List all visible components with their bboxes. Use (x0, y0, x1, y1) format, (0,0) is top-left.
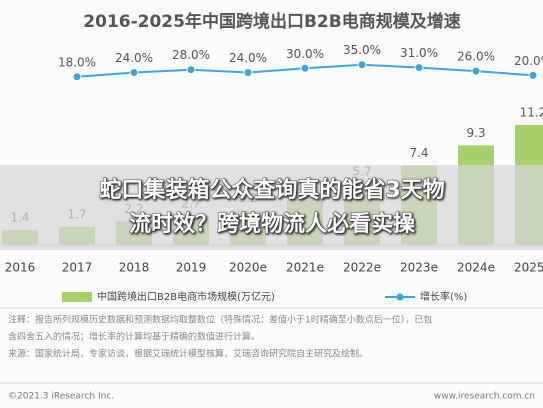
note: 含四舍五入的情况；增长率的计算均基于精确的数值进行计算。 (8, 331, 260, 343)
growth-point (186, 65, 196, 75)
growth-value-label: 26.0% (457, 50, 495, 64)
note: 注释：报告所列规模历史数据和预测数据均取整数位（特殊情况：差值小于1时精确至小数… (8, 314, 432, 326)
growth-value-label: 24.0% (115, 51, 153, 65)
growth-point (300, 63, 310, 73)
growth-value-label: 28.0% (172, 48, 210, 62)
growth-point (357, 60, 367, 70)
legend-swatch (62, 292, 92, 302)
growth-value-label: 31.0% (400, 46, 438, 60)
overlay-band (0, 165, 543, 250)
website: www.iresearch.com.cn (434, 392, 535, 402)
chart-title: 2016-2025年中国跨境出口B2B电商规模及增速 (83, 11, 460, 32)
growth-value-label: 18.0% (58, 55, 96, 69)
growth-value-label: 30.0% (286, 47, 324, 61)
bar-value-label: 7.4 (409, 146, 428, 160)
growth-value-label: 24.0% (229, 51, 267, 65)
x-tick-label: 2020e (229, 261, 267, 275)
copyright: ©2021.3 iResearch Inc. (8, 392, 114, 402)
legend-label: 中国跨境出口B2B电商市场规模(万亿元) (97, 290, 275, 303)
x-tick-label: 2024e (457, 261, 495, 275)
x-tick-label: 2025e (514, 261, 543, 275)
growth-value-label: 20.0% (514, 54, 543, 68)
x-tick-label: 2022e (343, 261, 381, 275)
bar-value-label: 11.2 (520, 106, 543, 120)
x-tick-label: 2023e (400, 261, 438, 275)
overlay-text: 流时效？跨境物流人必看实操 (129, 211, 416, 237)
growth-point (243, 68, 253, 78)
growth-point (414, 63, 424, 73)
x-tick-label: 2019 (176, 261, 207, 275)
x-tick-label: 2018 (119, 261, 150, 275)
note: 来源：国家统计局，专家访谈，根据艾瑞统计模型核算，艾瑞咨询研究院自主研究及绘制。 (8, 348, 368, 360)
legend-label: 增长率(%) (420, 290, 467, 303)
x-tick-label: 2016 (5, 261, 36, 275)
legend-dot (396, 293, 404, 301)
growth-point (528, 70, 538, 80)
growth-point (129, 68, 139, 78)
growth-value-label: 35.0% (343, 43, 381, 57)
x-tick-label: 2017 (62, 261, 93, 275)
growth-point (471, 66, 481, 76)
x-tick-label: 2021e (286, 261, 324, 275)
growth-point (72, 72, 82, 82)
overlay-text: 蛇口集装箱公众查询真的能省3天物 (99, 177, 444, 203)
bar-value-label: 9.3 (466, 126, 485, 140)
